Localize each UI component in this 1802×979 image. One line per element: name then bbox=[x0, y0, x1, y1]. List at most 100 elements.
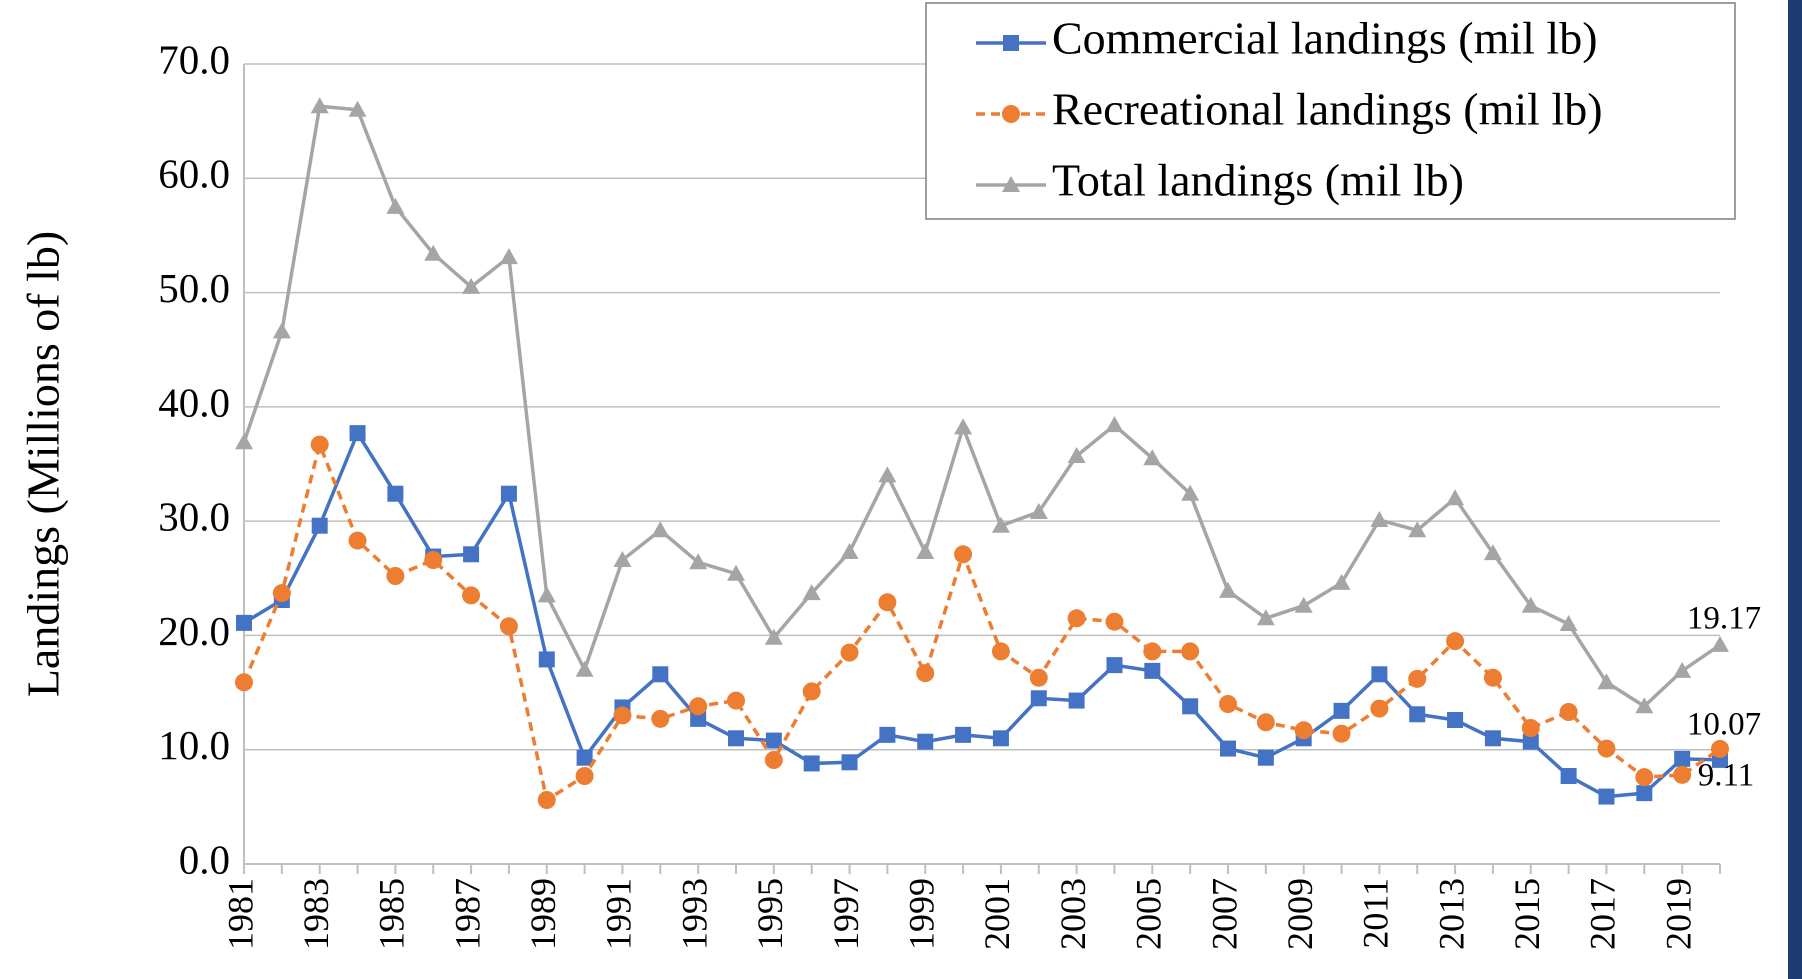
marker bbox=[1106, 657, 1123, 674]
marker bbox=[424, 244, 443, 261]
marker bbox=[538, 651, 555, 668]
data-label: 19.17 bbox=[1687, 600, 1761, 636]
marker bbox=[878, 466, 897, 483]
marker bbox=[841, 754, 858, 771]
marker bbox=[1483, 668, 1502, 687]
marker bbox=[463, 546, 480, 563]
marker bbox=[1370, 699, 1389, 718]
marker bbox=[235, 673, 253, 692]
marker bbox=[1711, 739, 1729, 758]
marker bbox=[954, 545, 973, 564]
x-tick-label: 2019 bbox=[1658, 878, 1698, 950]
x-tick-label: 1991 bbox=[599, 878, 639, 950]
marker bbox=[1256, 609, 1275, 626]
marker bbox=[1067, 447, 1086, 463]
marker bbox=[1030, 690, 1047, 707]
marker bbox=[878, 593, 897, 612]
marker bbox=[764, 628, 783, 645]
series-line bbox=[243, 429, 1721, 799]
marker bbox=[1408, 521, 1427, 538]
marker bbox=[1143, 449, 1162, 466]
y-tick-label: 70.0 bbox=[158, 36, 230, 82]
marker bbox=[1333, 702, 1350, 719]
marker bbox=[386, 567, 405, 585]
marker bbox=[879, 726, 896, 743]
marker bbox=[727, 564, 745, 581]
x-tick-label: 1987 bbox=[447, 878, 487, 950]
legend-label: Total landings (mil lb) bbox=[1052, 155, 1464, 206]
marker bbox=[802, 682, 821, 701]
marker bbox=[689, 697, 708, 716]
marker bbox=[1219, 695, 1237, 713]
marker bbox=[1446, 632, 1465, 651]
marker bbox=[1446, 489, 1465, 506]
marker bbox=[1067, 609, 1086, 628]
x-tick-label: 2013 bbox=[1431, 878, 1471, 950]
marker bbox=[1294, 596, 1313, 613]
marker bbox=[1219, 581, 1237, 598]
marker bbox=[1181, 642, 1200, 661]
marker bbox=[462, 277, 481, 294]
marker bbox=[575, 660, 594, 677]
marker bbox=[1635, 768, 1654, 787]
marker bbox=[1256, 713, 1275, 732]
marker bbox=[386, 197, 405, 214]
marker bbox=[1068, 692, 1085, 709]
marker bbox=[689, 553, 708, 570]
marker bbox=[1484, 730, 1501, 747]
marker bbox=[803, 755, 820, 772]
marker bbox=[1371, 666, 1388, 683]
marker bbox=[991, 642, 1010, 661]
marker bbox=[1597, 673, 1616, 690]
x-tick-label: 1997 bbox=[826, 878, 866, 950]
marker bbox=[1559, 703, 1578, 721]
marker bbox=[1521, 719, 1540, 737]
x-tick-label: 1983 bbox=[296, 878, 336, 950]
marker bbox=[765, 732, 782, 749]
marker bbox=[727, 691, 745, 710]
marker bbox=[1521, 596, 1540, 613]
legend: Commercial landings (mil lb) Recreational… bbox=[925, 2, 1736, 220]
marker bbox=[272, 322, 291, 339]
marker bbox=[348, 531, 367, 550]
marker bbox=[1332, 724, 1351, 743]
marker bbox=[955, 726, 972, 743]
marker bbox=[1220, 740, 1236, 757]
marker bbox=[500, 485, 517, 502]
marker bbox=[954, 418, 973, 435]
marker bbox=[1673, 661, 1692, 678]
marker bbox=[576, 749, 593, 766]
x-tick-label: 2003 bbox=[1053, 878, 1093, 950]
marker bbox=[1144, 662, 1161, 679]
legend-label: Recreational landings (mil lb) bbox=[1052, 84, 1603, 135]
legend-marker bbox=[1002, 105, 1020, 123]
marker bbox=[1370, 511, 1389, 527]
marker bbox=[613, 706, 632, 725]
y-tick-label: 10.0 bbox=[158, 722, 230, 768]
x-tick-label: 2007 bbox=[1204, 878, 1244, 950]
marker bbox=[1635, 697, 1654, 714]
marker bbox=[728, 730, 744, 747]
marker bbox=[916, 543, 935, 559]
y-tick-label: 60.0 bbox=[158, 151, 230, 197]
marker bbox=[652, 666, 669, 683]
x-tick-label: 2011 bbox=[1356, 878, 1396, 949]
x-tick-label: 2009 bbox=[1280, 878, 1320, 950]
marker bbox=[575, 767, 594, 785]
marker bbox=[310, 97, 329, 114]
marker bbox=[1522, 733, 1539, 750]
marker bbox=[537, 791, 556, 809]
y-axis-label: Landings (Millions of lb) bbox=[18, 231, 69, 697]
data-label: 10.07 bbox=[1687, 706, 1761, 742]
marker bbox=[462, 586, 481, 605]
x-tick-label: 2001 bbox=[977, 878, 1017, 950]
marker bbox=[1182, 698, 1199, 715]
marker bbox=[387, 485, 404, 502]
marker bbox=[1105, 612, 1124, 631]
marker bbox=[916, 664, 935, 683]
marker bbox=[840, 543, 859, 559]
marker bbox=[311, 517, 328, 534]
marker bbox=[992, 730, 1009, 747]
marker bbox=[613, 551, 632, 567]
marker bbox=[1029, 668, 1048, 687]
